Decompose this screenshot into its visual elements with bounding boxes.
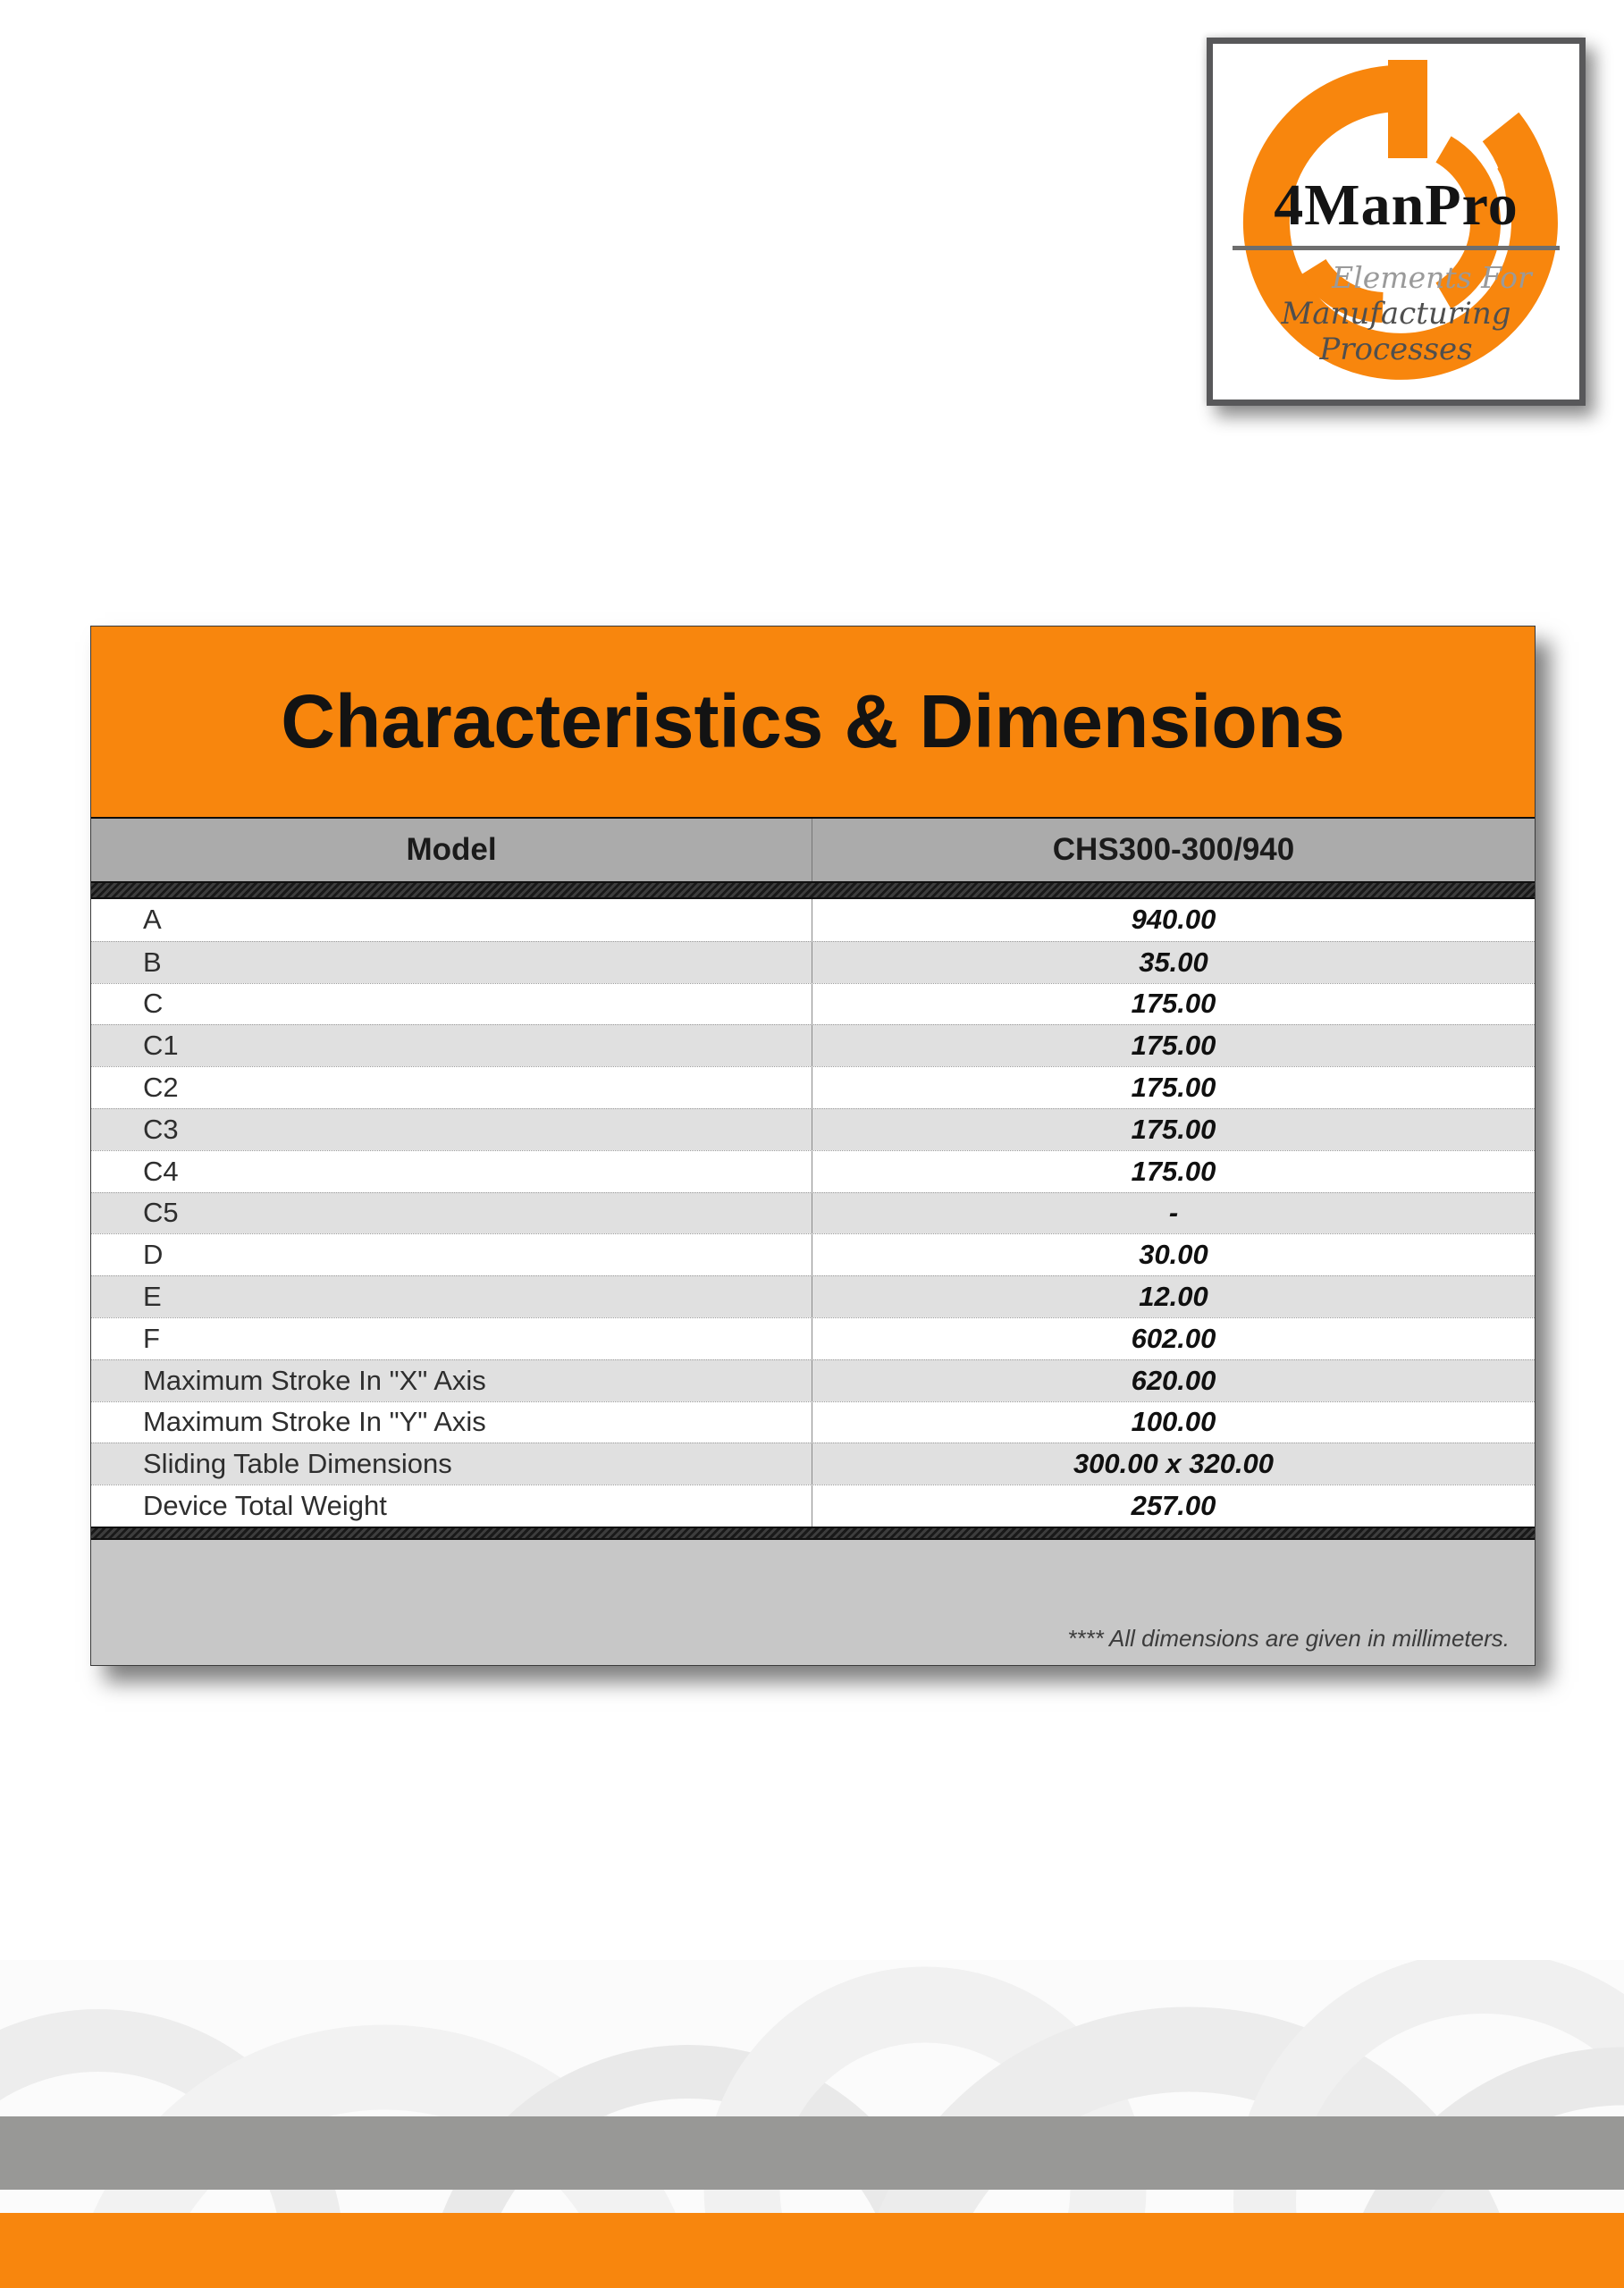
row-label: C3 xyxy=(91,1108,812,1150)
table-row: Device Total Weight 257.00 xyxy=(91,1485,1535,1527)
row-value: 35.00 xyxy=(1139,946,1208,978)
row-label: C4 xyxy=(91,1150,812,1192)
row-label: Sliding Table Dimensions xyxy=(91,1443,812,1485)
table-row: A 940.00 xyxy=(91,899,1535,941)
table-header-row: Model CHS300-300/940 xyxy=(91,819,1535,881)
logo-swirl-icon xyxy=(1242,60,1558,380)
separator-stripe-top xyxy=(91,881,1535,899)
logo-tagline-line2: Manufacturing Processes xyxy=(1281,296,1511,367)
row-label: C5 xyxy=(91,1192,812,1234)
table-row: C3 175.00 xyxy=(91,1107,1535,1150)
table-row: D 30.00 xyxy=(91,1233,1535,1276)
table-body: A 940.00 B 35.00 C 175.00 C1 175.00 C2 175.00 C3 17… xyxy=(91,899,1535,1527)
row-label: F xyxy=(91,1317,812,1359)
row-value: 940.00 xyxy=(1131,904,1216,936)
row-value: 620.00 xyxy=(1131,1364,1216,1396)
row-value: 175.00 xyxy=(1131,988,1216,1020)
table-title: Characteristics & Dimensions xyxy=(281,679,1345,763)
table-row: C1 175.00 xyxy=(91,1024,1535,1067)
row-value: 175.00 xyxy=(1131,1155,1216,1187)
header-model-value: CHS300-300/940 xyxy=(1052,832,1295,867)
table-row: Maximum Stroke In "Y" Axis 100.00 xyxy=(91,1401,1535,1443)
footer-gray-bar xyxy=(0,2116,1624,2190)
row-label: C2 xyxy=(91,1067,812,1108)
row-label: C1 xyxy=(91,1025,812,1067)
row-value: 300.00 x 320.00 xyxy=(1073,1448,1275,1480)
separator-stripe-bottom xyxy=(91,1526,1535,1540)
footer-orange-bar xyxy=(0,2213,1624,2288)
row-value: 12.00 xyxy=(1139,1281,1208,1313)
table-row: B 35.00 xyxy=(91,940,1535,983)
logo-divider xyxy=(1233,246,1560,250)
brand-logo: 4ManPro Elements For Manufacturing Proce… xyxy=(1207,38,1586,406)
row-value: 30.00 xyxy=(1139,1239,1208,1271)
row-label: Maximum Stroke In "X" Axis xyxy=(91,1359,812,1401)
header-model-label: Model xyxy=(91,819,812,881)
row-value: 175.00 xyxy=(1131,1030,1216,1062)
table-row: C5 - xyxy=(91,1191,1535,1234)
row-value: 257.00 xyxy=(1131,1490,1216,1522)
row-label: Maximum Stroke In "Y" Axis xyxy=(91,1401,812,1443)
table-row: Maximum Stroke In "X" Axis 620.00 xyxy=(91,1358,1535,1401)
row-label: C xyxy=(91,983,812,1025)
row-label: A xyxy=(91,899,812,941)
row-value: 175.00 xyxy=(1131,1113,1216,1145)
table-row: C4 175.00 xyxy=(91,1149,1535,1192)
dimensions-footnote: **** All dimensions are given in millime… xyxy=(1067,1624,1510,1652)
row-label: B xyxy=(91,941,812,983)
row-value: - xyxy=(1168,1197,1179,1229)
row-value: 100.00 xyxy=(1131,1406,1216,1438)
table-row: E 12.00 xyxy=(91,1275,1535,1317)
logo-tagline-line1: Elements For xyxy=(1332,260,1532,295)
table-row: Sliding Table Dimensions 300.00 x 320.00 xyxy=(91,1443,1535,1485)
table-row: C2 175.00 xyxy=(91,1066,1535,1108)
table-title-band: Characteristics & Dimensions xyxy=(91,627,1535,819)
row-value: 175.00 xyxy=(1131,1072,1216,1104)
row-label: D xyxy=(91,1234,812,1276)
table-row: C 175.00 xyxy=(91,982,1535,1025)
table-row: F 602.00 xyxy=(91,1316,1535,1359)
logo-wordmark: 4ManPro xyxy=(1274,172,1519,238)
row-label: Device Total Weight xyxy=(91,1485,812,1527)
spec-table: Characteristics & Dimensions Model CHS30… xyxy=(90,626,1536,1666)
table-footer-band: **** All dimensions are given in millime… xyxy=(91,1539,1535,1665)
row-value: 602.00 xyxy=(1131,1322,1216,1354)
row-label: E xyxy=(91,1276,812,1317)
